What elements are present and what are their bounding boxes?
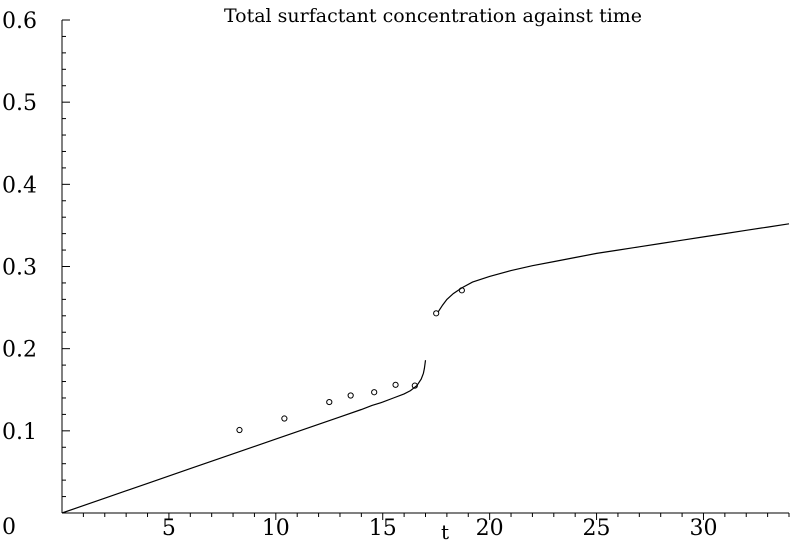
- tick-labels: 5 10 15 20 25 30 0.1 0.2 0.3 0.4 0.5 0.6: [2, 9, 717, 541]
- data-point: [392, 381, 399, 388]
- y-tick-label: 0.4: [2, 173, 37, 198]
- data-point: [411, 382, 418, 389]
- x-axis-label: t: [441, 520, 449, 541]
- ticks: [62, 19, 790, 520]
- series-points: [236, 287, 465, 434]
- y-tick-label: 0.5: [2, 91, 37, 116]
- x-tick-label: 15: [369, 516, 397, 541]
- y-tick-label: 0.2: [2, 338, 37, 363]
- x-tick-label: 10: [262, 516, 290, 541]
- axes: [61, 20, 789, 514]
- series-lines: [61, 223, 790, 514]
- x-tick-label: 25: [583, 516, 611, 541]
- data-point: [371, 389, 378, 396]
- y-tick-label: 0.3: [2, 256, 37, 281]
- origin-label: 0: [2, 515, 16, 540]
- data-point: [326, 398, 333, 406]
- data-point: [458, 287, 465, 294]
- series-line: [437, 223, 790, 313]
- y-tick-label: 0.6: [2, 9, 37, 34]
- chart-title: Total surfactant concentration against t…: [224, 5, 642, 27]
- series-line: [61, 360, 427, 514]
- data-point: [433, 310, 440, 317]
- x-tick-label: 30: [689, 516, 717, 541]
- data-point: [236, 426, 243, 434]
- x-tick-label: 5: [162, 516, 176, 541]
- data-point: [347, 392, 354, 399]
- data-point: [281, 415, 288, 422]
- y-tick-label: 0.1: [2, 420, 37, 445]
- x-tick-label: 20: [476, 516, 504, 541]
